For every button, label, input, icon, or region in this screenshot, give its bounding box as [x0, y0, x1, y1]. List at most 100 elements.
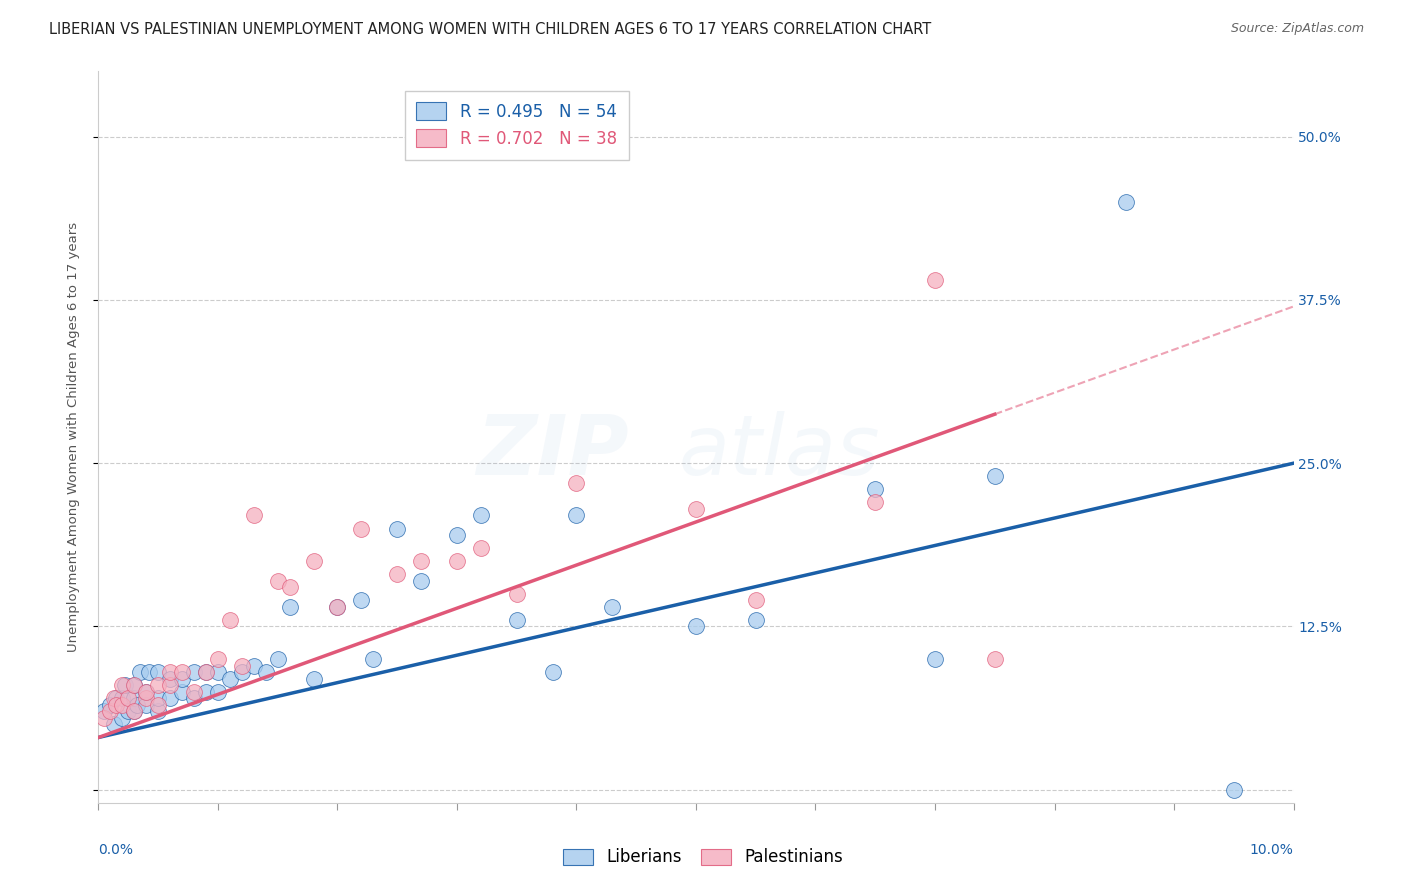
- Point: [148, 665, 170, 680]
- Point: [135, 698, 157, 712]
- Text: LIBERIAN VS PALESTINIAN UNEMPLOYMENT AMONG WOMEN WITH CHILDREN AGES 6 TO 17 YEAR: LIBERIAN VS PALESTINIAN UNEMPLOYMENT AMO…: [49, 22, 931, 37]
- Point: [243, 508, 266, 523]
- Point: [195, 685, 218, 699]
- Text: ZIP: ZIP: [477, 411, 628, 492]
- Point: [350, 593, 373, 607]
- Point: [363, 652, 385, 666]
- Point: [124, 705, 146, 719]
- Point: [231, 658, 253, 673]
- Point: [302, 672, 325, 686]
- Point: [865, 495, 887, 509]
- Point: [541, 665, 564, 680]
- Point: [105, 691, 128, 706]
- Point: [506, 613, 529, 627]
- Point: [278, 580, 301, 594]
- Point: [125, 698, 148, 712]
- Point: [195, 665, 218, 680]
- Point: [124, 705, 146, 719]
- Point: [111, 691, 134, 706]
- Point: [326, 599, 349, 614]
- Point: [243, 658, 266, 673]
- Point: [195, 665, 218, 680]
- Point: [506, 587, 529, 601]
- Point: [98, 698, 122, 712]
- Text: 10.0%: 10.0%: [1250, 843, 1294, 857]
- Point: [105, 698, 128, 712]
- Point: [138, 665, 160, 680]
- Point: [183, 665, 205, 680]
- Point: [135, 691, 157, 706]
- Point: [602, 599, 624, 614]
- Point: [148, 678, 170, 692]
- Point: [172, 665, 194, 680]
- Text: 0.0%: 0.0%: [98, 843, 134, 857]
- Point: [565, 475, 588, 490]
- Point: [183, 691, 205, 706]
- Legend: R = 0.495   N = 54, R = 0.702   N = 38: R = 0.495 N = 54, R = 0.702 N = 38: [405, 91, 628, 160]
- Point: [111, 698, 134, 712]
- Point: [924, 273, 946, 287]
- Point: [114, 678, 136, 692]
- Point: [685, 619, 707, 633]
- Point: [267, 652, 290, 666]
- Point: [159, 678, 181, 692]
- Point: [159, 691, 181, 706]
- Point: [385, 567, 409, 582]
- Point: [124, 691, 146, 706]
- Point: [159, 672, 181, 686]
- Point: [207, 652, 229, 666]
- Point: [148, 705, 170, 719]
- Point: [129, 665, 152, 680]
- Point: [103, 691, 125, 706]
- Point: [745, 613, 768, 627]
- Point: [219, 672, 242, 686]
- Point: [219, 613, 242, 627]
- Point: [278, 599, 301, 614]
- Point: [565, 508, 588, 523]
- Point: [111, 711, 134, 725]
- Point: [385, 521, 409, 535]
- Point: [685, 502, 707, 516]
- Point: [302, 554, 325, 568]
- Point: [117, 705, 139, 719]
- Point: [135, 685, 157, 699]
- Point: [984, 652, 1007, 666]
- Point: [183, 685, 205, 699]
- Text: Source: ZipAtlas.com: Source: ZipAtlas.com: [1230, 22, 1364, 36]
- Point: [924, 652, 946, 666]
- Point: [124, 678, 146, 692]
- Point: [984, 469, 1007, 483]
- Point: [446, 528, 468, 542]
- Legend: Liberians, Palestinians: Liberians, Palestinians: [555, 842, 851, 873]
- Point: [470, 541, 492, 555]
- Point: [124, 678, 146, 692]
- Point: [93, 711, 115, 725]
- Y-axis label: Unemployment Among Women with Children Ages 6 to 17 years: Unemployment Among Women with Children A…: [67, 222, 80, 652]
- Point: [350, 521, 373, 535]
- Point: [93, 705, 115, 719]
- Point: [1115, 194, 1137, 209]
- Point: [207, 685, 229, 699]
- Text: atlas: atlas: [679, 411, 880, 492]
- Point: [1223, 782, 1246, 797]
- Point: [411, 554, 433, 568]
- Point: [159, 665, 181, 680]
- Point: [745, 593, 768, 607]
- Point: [267, 574, 290, 588]
- Point: [103, 717, 125, 731]
- Point: [254, 665, 277, 680]
- Point: [111, 678, 134, 692]
- Point: [148, 691, 170, 706]
- Point: [98, 705, 122, 719]
- Point: [865, 483, 887, 497]
- Point: [172, 672, 194, 686]
- Point: [470, 508, 492, 523]
- Point: [172, 685, 194, 699]
- Point: [231, 665, 253, 680]
- Point: [411, 574, 433, 588]
- Point: [117, 691, 139, 706]
- Point: [326, 599, 349, 614]
- Point: [135, 685, 157, 699]
- Point: [446, 554, 468, 568]
- Point: [148, 698, 170, 712]
